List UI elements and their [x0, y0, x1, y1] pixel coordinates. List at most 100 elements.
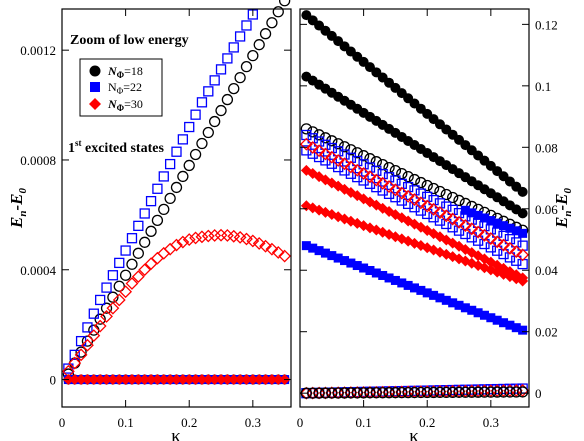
data-point-square [133, 220, 144, 231]
data-point-square [359, 263, 369, 273]
left-x-tick-label: 0.3 [245, 415, 261, 430]
data-point-circle [402, 386, 414, 399]
data-point-square [422, 208, 433, 220]
data-point-diamond [119, 285, 133, 299]
data-point-circle [196, 137, 208, 150]
data-point-circle [517, 186, 528, 197]
data-point-circle [383, 387, 395, 399]
excited-states-annotation: 1st excited states [68, 138, 164, 156]
data-point-circle [189, 148, 202, 161]
data-point-diamond [209, 374, 221, 386]
data-point-square [460, 228, 471, 240]
data-point-square [314, 246, 324, 256]
data-point-circle [94, 313, 106, 325]
data-point-diamond [259, 239, 272, 253]
data-point-square [69, 349, 80, 360]
data-point-diamond [69, 374, 81, 386]
data-point-circle [164, 192, 176, 205]
data-point-square [441, 295, 451, 305]
data-point-diamond [112, 293, 126, 307]
data-point-diamond [240, 232, 253, 246]
legend-nphi22-n: N [108, 80, 117, 94]
data-point-diamond [75, 374, 87, 386]
data-point-square [390, 275, 400, 285]
data-point-square [327, 251, 337, 261]
data-point-diamond [484, 232, 498, 246]
data-point-circle [421, 386, 433, 399]
legend-label-nphi18: NΦ=18 [107, 64, 143, 80]
left-y-axis-title: En-E0 [7, 188, 29, 229]
data-point-diamond [246, 234, 260, 248]
left-y-axis-title-sub: n [17, 211, 29, 217]
right-y-tick-label: 0.02 [535, 325, 558, 340]
data-point-circle [319, 132, 332, 144]
left-x-tick-label: 0.2 [181, 415, 197, 430]
data-point-square [120, 245, 131, 256]
data-point-diamond [228, 374, 240, 386]
legend: NΦ=18 NΦ=22 NΦ=30 [79, 58, 163, 117]
data-point-diamond [401, 189, 415, 203]
data-point-circle [402, 170, 414, 183]
data-point-square [454, 300, 464, 310]
data-point-diamond [471, 225, 485, 239]
data-point-diamond [408, 193, 421, 206]
data-point-square [486, 216, 496, 226]
data-point-circle [370, 387, 382, 399]
data-point-diamond [350, 163, 364, 177]
data-point-square [422, 288, 432, 298]
data-point-diamond [81, 338, 94, 352]
data-point-square [365, 266, 375, 276]
data-point-square [428, 212, 439, 223]
data-point-circle [247, 50, 259, 62]
data-point-circle [338, 387, 351, 399]
data-point-square [492, 315, 502, 325]
data-point-circle [364, 387, 376, 399]
data-point-diamond [420, 199, 434, 213]
right-y-axis-title: En-E0 [552, 188, 574, 229]
data-point-square [403, 280, 413, 290]
excited-sup: st [75, 138, 82, 148]
data-point-circle [100, 302, 113, 314]
data-point-diamond [331, 154, 345, 167]
data-point-circle [357, 387, 370, 399]
data-point-diamond [466, 247, 478, 259]
data-point-circle [278, 0, 291, 7]
data-point-diamond [113, 374, 125, 386]
right-x-tick-label: 0.2 [419, 415, 435, 430]
right-y-tick-label: 0 [535, 386, 542, 401]
data-point-circle [170, 181, 183, 194]
data-point-circle [326, 387, 338, 399]
legend-nphi18-sub: Φ [117, 70, 125, 80]
data-point-circle [307, 387, 319, 399]
data-point-diamond [517, 275, 529, 287]
data-point-circle [132, 247, 144, 259]
data-point-circle [240, 60, 253, 73]
left-y-axis-title-rest: -E [7, 194, 26, 211]
data-point-diamond [182, 233, 196, 246]
data-point-diamond [490, 235, 504, 249]
data-point-circle [408, 386, 421, 399]
data-point-diamond [388, 183, 402, 197]
data-point-diamond [93, 319, 107, 333]
data-point-circle [202, 126, 214, 139]
data-point-diamond [74, 348, 88, 362]
data-point-circle [453, 194, 465, 207]
right-x-tick-label: 0.1 [355, 415, 371, 430]
data-point-circle [126, 258, 138, 270]
data-point-square [511, 323, 521, 333]
data-point-diamond [87, 329, 101, 343]
data-point-diamond [196, 374, 208, 386]
data-point-diamond [465, 222, 479, 236]
right-x-tick-label: 0.3 [483, 415, 499, 430]
left-y-tick-label: 0.0012 [20, 43, 56, 58]
legend-marker-nphi30 [89, 98, 101, 110]
legend-nphi18-n: N [107, 64, 118, 78]
data-point-diamond [363, 170, 377, 184]
data-point-square [190, 109, 201, 120]
data-point-square [101, 282, 112, 293]
data-point-circle [466, 386, 478, 398]
data-point-diamond [414, 196, 428, 210]
data-point-diamond [201, 229, 215, 243]
data-point-square [504, 252, 516, 263]
